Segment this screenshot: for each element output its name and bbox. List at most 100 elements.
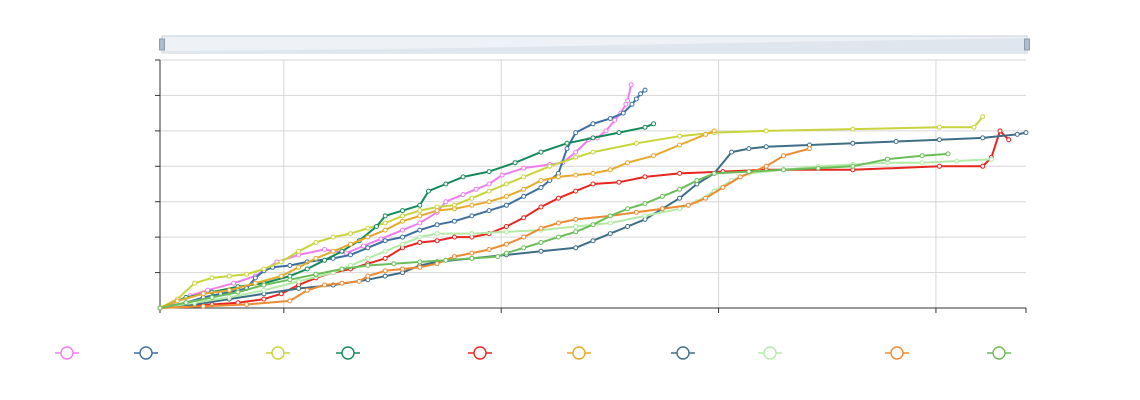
data-point[interactable]: [521, 234, 527, 240]
data-point[interactable]: [348, 231, 353, 237]
data-point[interactable]: [200, 291, 206, 297]
data-point[interactable]: [555, 174, 561, 180]
data-point[interactable]: [486, 181, 492, 187]
data-point[interactable]: [382, 255, 388, 261]
data-point[interactable]: [486, 199, 492, 205]
data-point[interactable]: [417, 220, 423, 226]
data-point[interactable]: [573, 216, 579, 222]
data-point[interactable]: [486, 247, 492, 252]
data-point[interactable]: [945, 151, 951, 157]
data-point[interactable]: [538, 240, 544, 245]
data-point[interactable]: [677, 186, 683, 192]
data-point[interactable]: [296, 248, 302, 254]
data-point[interactable]: [231, 280, 237, 286]
data-point[interactable]: [919, 160, 925, 166]
data-point[interactable]: [287, 277, 293, 283]
data-point[interactable]: [711, 128, 717, 134]
data-point[interactable]: [564, 146, 570, 152]
data-point[interactable]: [434, 222, 440, 228]
data-point[interactable]: [633, 140, 639, 146]
data-point[interactable]: [469, 255, 475, 261]
data-point[interactable]: [763, 163, 769, 169]
data-point[interactable]: [304, 266, 310, 272]
data-point[interactable]: [607, 116, 613, 121]
data-point[interactable]: [174, 298, 180, 304]
data-point[interactable]: [365, 234, 371, 240]
data-point[interactable]: [850, 126, 856, 132]
legend-item-8[interactable]: [885, 346, 909, 360]
data-point[interactable]: [703, 195, 709, 201]
data-point[interactable]: [261, 287, 267, 293]
data-point[interactable]: [746, 146, 752, 152]
data-point[interactable]: [642, 87, 648, 93]
data-point[interactable]: [322, 257, 327, 263]
data-point[interactable]: [737, 174, 743, 180]
data-point[interactable]: [287, 298, 293, 304]
data-point[interactable]: [330, 234, 336, 240]
data-point[interactable]: [382, 248, 388, 254]
data-point[interactable]: [763, 128, 769, 134]
data-point[interactable]: [400, 227, 405, 233]
data-point[interactable]: [278, 259, 284, 265]
data-point[interactable]: [538, 178, 544, 183]
data-point[interactable]: [521, 215, 527, 221]
data-point[interactable]: [374, 224, 379, 229]
data-point[interactable]: [261, 296, 267, 302]
data-point[interactable]: [573, 229, 579, 235]
data-point[interactable]: [365, 255, 371, 261]
data-point[interactable]: [538, 149, 544, 155]
data-point[interactable]: [781, 153, 786, 159]
data-point[interactable]: [391, 261, 397, 267]
data-point[interactable]: [616, 130, 622, 136]
data-point[interactable]: [417, 234, 423, 240]
data-point[interactable]: [322, 282, 327, 288]
data-point[interactable]: [365, 263, 371, 268]
data-point[interactable]: [313, 240, 319, 245]
data-point[interactable]: [659, 193, 665, 199]
data-point[interactable]: [607, 213, 613, 219]
data-point[interactable]: [304, 287, 310, 293]
legend-item-9[interactable]: [987, 346, 1011, 360]
data-point[interactable]: [815, 165, 821, 171]
legend-item-6[interactable]: [671, 346, 695, 360]
data-point[interactable]: [503, 229, 509, 235]
data-point[interactable]: [443, 257, 449, 263]
data-point[interactable]: [183, 300, 189, 306]
data-point[interactable]: [499, 172, 505, 178]
data-point[interactable]: [573, 245, 579, 251]
data-point[interactable]: [400, 218, 405, 224]
data-point[interactable]: [573, 172, 579, 178]
data-point[interactable]: [426, 188, 431, 194]
data-point[interactable]: [417, 213, 423, 219]
data-zoom-slider[interactable]: [159, 35, 1030, 54]
legend-item-4[interactable]: [468, 346, 492, 360]
data-point[interactable]: [382, 227, 388, 233]
data-point[interactable]: [555, 220, 561, 226]
data-point[interactable]: [711, 170, 717, 176]
data-point[interactable]: [486, 188, 492, 194]
data-point[interactable]: [1023, 130, 1029, 136]
data-point[interactable]: [434, 208, 440, 214]
data-point[interactable]: [417, 240, 423, 245]
data-point[interactable]: [261, 266, 267, 272]
data-point[interactable]: [378, 236, 384, 242]
data-point[interactable]: [573, 149, 579, 155]
data-point[interactable]: [677, 142, 683, 148]
data-point[interactable]: [503, 241, 509, 247]
data-point[interactable]: [633, 96, 639, 102]
data-point[interactable]: [893, 139, 899, 144]
data-point[interactable]: [278, 273, 284, 279]
data-point[interactable]: [365, 225, 371, 231]
data-point[interactable]: [473, 186, 479, 192]
data-point[interactable]: [547, 163, 553, 169]
data-point[interactable]: [322, 247, 327, 252]
legend-item-2[interactable]: [266, 346, 290, 360]
data-point[interactable]: [356, 278, 362, 284]
data-point[interactable]: [503, 181, 509, 187]
data-point[interactable]: [607, 167, 613, 173]
data-point[interactable]: [980, 135, 986, 141]
data-point[interactable]: [620, 110, 626, 116]
data-point[interactable]: [400, 266, 405, 272]
data-point[interactable]: [625, 160, 631, 166]
data-point[interactable]: [685, 202, 691, 208]
